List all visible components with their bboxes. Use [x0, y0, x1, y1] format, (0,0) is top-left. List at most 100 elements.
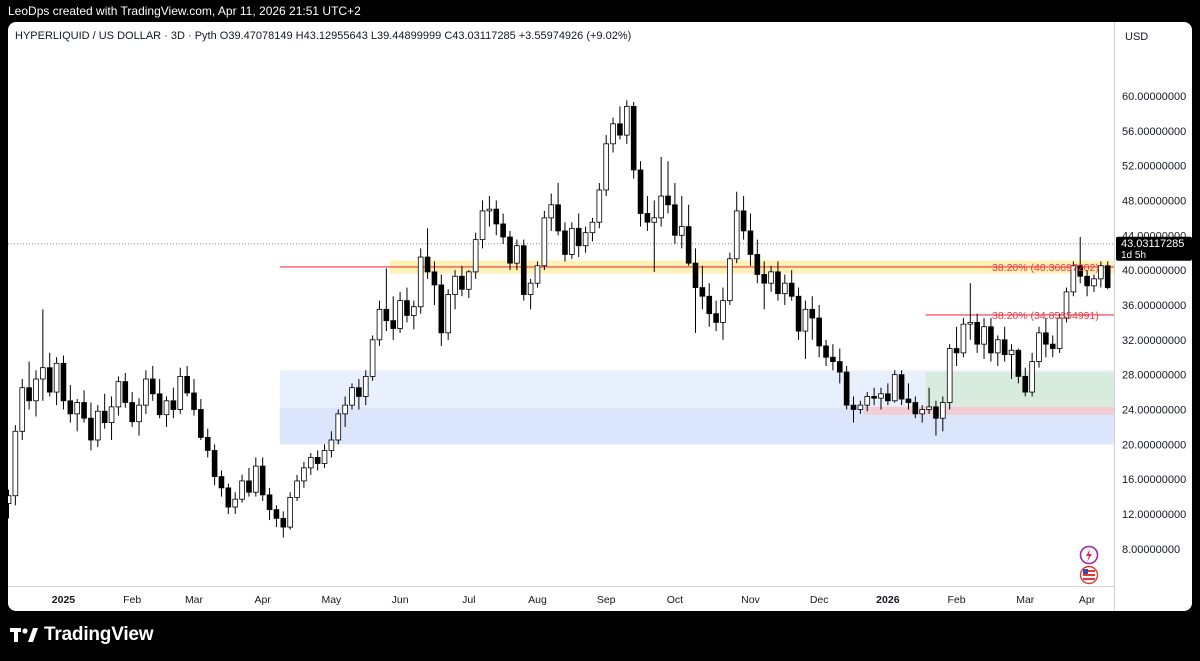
candle-body-up — [981, 326, 987, 345]
candle-body-down — [1049, 343, 1056, 349]
candle-body-down — [26, 387, 32, 402]
candle — [994, 335, 1001, 366]
y-tick-label: 48.00000000 — [1122, 195, 1186, 207]
candle-body-up — [541, 217, 548, 267]
candle-body-up — [342, 404, 348, 415]
candlestick-chart[interactable]: 38.20% (40.36697202) 38.20% (34.85354991)… — [8, 22, 1192, 611]
candle-body-up — [294, 480, 300, 498]
y-tick-label: 56.00000000 — [1122, 126, 1186, 138]
flag-icon-stripe — [1083, 570, 1095, 572]
candle-body-down — [775, 271, 781, 295]
candle-body-up — [40, 367, 46, 380]
candle-body-down — [60, 362, 67, 402]
candle — [1084, 270, 1090, 297]
candle-body-down — [1077, 265, 1084, 277]
candle — [768, 265, 774, 292]
y-tick-label: 36.00000000 — [1122, 300, 1186, 312]
badges-layer — [1079, 545, 1099, 585]
candle-body-down — [713, 313, 719, 323]
candle-body-up — [624, 105, 630, 136]
candle — [177, 367, 184, 414]
candle — [328, 431, 335, 458]
tradingview-logo[interactable]: TradingView — [10, 624, 154, 646]
y-tick-label: 20.00000000 — [1122, 439, 1186, 451]
candle — [974, 313, 980, 353]
candle — [672, 183, 678, 244]
price-tag-value: 43.03117285 — [1121, 238, 1184, 250]
candle-body-up — [658, 195, 664, 219]
candle — [1015, 348, 1022, 384]
legend-low-label: L — [371, 30, 377, 42]
chart-frame[interactable]: 38.20% (40.36697202) 38.20% (34.85354991)… — [8, 22, 1192, 611]
fib-lines-layer — [8, 243, 1114, 316]
y-tick-label: 16.00000000 — [1122, 474, 1186, 486]
candle-body-up — [53, 362, 60, 393]
candle — [589, 217, 596, 242]
x-tick-label: 2025 — [52, 594, 76, 606]
candle — [960, 318, 967, 358]
x-tick-label: Oct — [667, 594, 683, 606]
candle-body-up — [74, 402, 81, 415]
candle-body-up — [891, 374, 898, 402]
footer-bar: TradingView — [0, 611, 1200, 661]
candle-body-up — [994, 339, 1001, 354]
attribution-bar: LeoDps created with TradingView.com, Apr… — [0, 0, 1200, 22]
candle-body-up — [239, 480, 245, 500]
tradingview-logo-icon — [10, 628, 38, 642]
candle — [253, 457, 259, 497]
candle-body-up — [143, 378, 149, 406]
candle-body-up — [12, 430, 19, 497]
candle — [651, 200, 658, 272]
candle-body-up — [514, 245, 520, 264]
candle-body-down — [280, 517, 287, 528]
candle — [878, 387, 884, 410]
candle-body-up — [136, 404, 142, 423]
candle — [211, 444, 218, 486]
candle-body-down — [383, 308, 390, 322]
candle — [452, 270, 458, 310]
candle — [1022, 367, 1029, 397]
candle — [198, 399, 204, 440]
candle-body-up — [108, 406, 115, 423]
candle-body-up — [960, 323, 967, 354]
candle — [191, 379, 197, 416]
candle-body-down — [266, 494, 273, 511]
candle — [555, 183, 561, 236]
candle-body-down — [747, 230, 754, 255]
candle-body-down — [665, 195, 671, 206]
candle-body-down — [830, 356, 836, 362]
candle — [108, 396, 115, 440]
candle-body-down — [912, 402, 919, 415]
candle — [747, 213, 754, 266]
candle — [19, 379, 26, 440]
candle — [1008, 344, 1015, 380]
candle-body-down — [885, 393, 891, 402]
candle-body-up — [946, 348, 953, 403]
candle-body-up — [335, 413, 342, 441]
candle-body-up — [1063, 291, 1070, 319]
tradingview-logo-text: TradingView — [44, 624, 154, 645]
candle-body-up — [589, 221, 596, 234]
candle-body-up — [321, 450, 328, 464]
candle — [823, 339, 829, 366]
candle-body-up — [926, 406, 932, 410]
candle — [417, 248, 424, 314]
legend-text: HYPERLIQUID / US DOLLAR · 3D · Pyth O39.… — [15, 30, 631, 42]
candle-body-up — [582, 232, 589, 247]
x-tick-label: 2026 — [876, 594, 900, 606]
y-tick-label: 32.00000000 — [1122, 335, 1186, 347]
candle — [891, 370, 898, 403]
candle-body-down — [761, 274, 767, 284]
candle-body-up — [1008, 349, 1015, 356]
axes-layer: USD 8.00000000 12.00000000 16.00000000 20.00… — [8, 22, 1192, 611]
candle — [836, 348, 843, 384]
candle-body-down — [314, 457, 321, 464]
candle-body-down — [850, 404, 857, 410]
candle — [170, 387, 177, 419]
candle — [967, 283, 974, 340]
candle-body-down — [46, 367, 53, 393]
candle — [795, 287, 802, 340]
candle — [507, 230, 513, 271]
candle — [356, 379, 362, 410]
y-tick-label: 24.00000000 — [1122, 404, 1186, 416]
